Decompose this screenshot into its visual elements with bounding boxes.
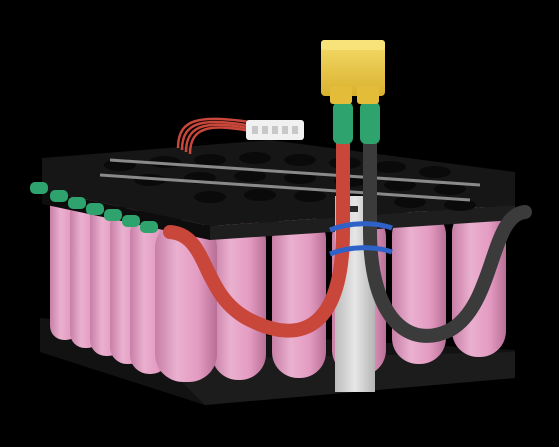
black-power-wire bbox=[363, 133, 532, 343]
cell bbox=[212, 215, 266, 380]
main-connector bbox=[321, 40, 385, 104]
cell bbox=[272, 213, 326, 378]
sense-wire-sleeves bbox=[30, 182, 158, 233]
balance-wires bbox=[176, 117, 257, 155]
red-power-wire bbox=[163, 133, 350, 338]
connector-heatshrink bbox=[333, 102, 380, 144]
cable-ties bbox=[329, 221, 393, 257]
